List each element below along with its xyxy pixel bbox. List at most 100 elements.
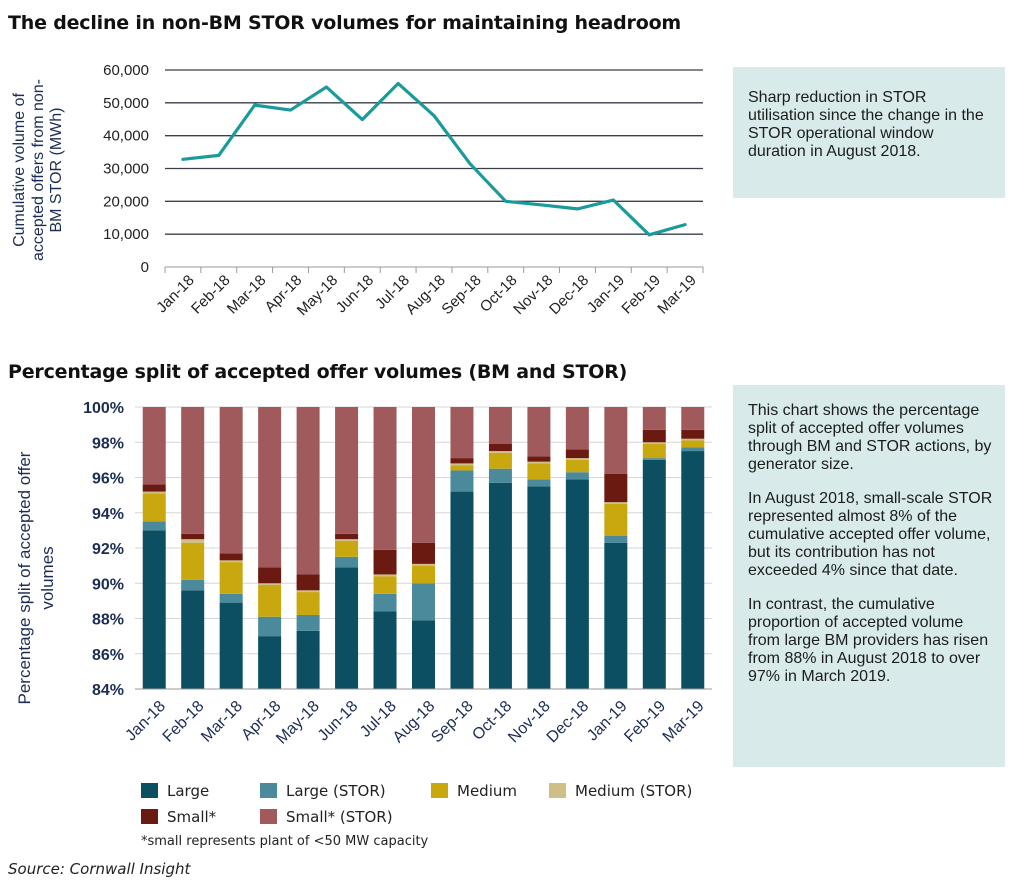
bar-segment (527, 479, 551, 487)
note-paragraph-3: In contrast, the cumulative proportion o… (748, 596, 989, 685)
source-credit: Source: Cornwall Insight (8, 860, 191, 878)
note-paragraph-2: In August 2018, small-scale STOR represe… (748, 490, 993, 579)
y-axis-label: volumes (38, 546, 57, 609)
bar-segment (296, 592, 320, 615)
bar-segment (488, 482, 512, 689)
x-tick-label: Feb-19 (621, 698, 669, 746)
bar-segment (642, 459, 666, 689)
bar-segment (142, 407, 166, 485)
y-tick-label: 30,000 (103, 161, 149, 178)
bar-segment (450, 407, 474, 459)
bar-segment (258, 585, 282, 617)
line-chart: 010,00020,00030,00040,00050,00060,000Jan… (11, 62, 704, 319)
line-chart-title: The decline in non-BM STOR volumes for m… (8, 12, 682, 34)
bar-segment (642, 429, 666, 443)
bar-segment (412, 542, 435, 564)
bar-segment (335, 407, 359, 534)
bar-segment (527, 461, 551, 464)
bar-segment (681, 407, 705, 430)
bar-segment (642, 407, 666, 430)
legend-swatch-medium (431, 783, 448, 798)
x-tick-label: Feb-19 (618, 272, 664, 318)
bar-segment (373, 611, 397, 689)
bar-segment (181, 407, 205, 534)
bar-segment (142, 484, 166, 492)
legend-swatch-large-stor (260, 783, 277, 798)
line-chart-note: Sharp reduction in STOR utilisation sinc… (733, 67, 1005, 198)
legend-item-medium-stor: Medium (STOR) (549, 782, 692, 800)
bar-segment (527, 463, 551, 480)
legend-label-small-stor: Small* (STOR) (286, 808, 393, 826)
footnote: *small represents plant of <50 MW capaci… (141, 834, 429, 849)
bar-segment (681, 438, 705, 441)
x-tick-label: Feb-18 (160, 698, 208, 746)
bar-segment (527, 486, 551, 689)
bar-segment (142, 521, 166, 531)
bar-segment (681, 440, 705, 448)
bar-segment (450, 465, 474, 471)
y-tick-label: 86% (92, 647, 124, 664)
bar-segment (181, 590, 205, 689)
x-tick-label: Feb-18 (188, 272, 234, 318)
y-axis-label: Percentage split of accepted offer (15, 451, 34, 704)
legend-label-medium-stor: Medium (STOR) (575, 782, 693, 800)
bar-segment (335, 556, 359, 568)
x-tick-label: Dec-18 (546, 272, 592, 318)
x-tick-label: Mar-19 (654, 272, 700, 318)
x-tick-label: Jun-18 (315, 698, 362, 745)
bar-segment (181, 542, 205, 580)
x-tick-label: Mar-18 (198, 698, 246, 746)
bar-segment (296, 614, 320, 631)
x-tick-label: Mar-18 (224, 272, 270, 318)
y-tick-label: 96% (92, 471, 124, 488)
y-tick-label: 92% (92, 541, 124, 558)
bar-segment (335, 540, 359, 557)
bar-segment (373, 549, 397, 575)
bar-segment (565, 459, 589, 473)
bar-segment (142, 493, 166, 522)
bar-segment (142, 530, 166, 689)
bar-segment (258, 583, 282, 586)
legend-label-large-stor: Large (STOR) (286, 782, 386, 800)
bar-segment (258, 407, 282, 568)
legend-item-medium: Medium (431, 782, 517, 800)
y-axis-label: BM STOR (MWh) (48, 107, 65, 232)
bar-segment (373, 407, 397, 550)
bar-segment (412, 563, 435, 566)
bar-segment (412, 620, 435, 689)
y-tick-label: 100% (83, 400, 124, 417)
bar-segment (450, 463, 474, 466)
y-tick-label: 20,000 (103, 193, 149, 210)
bar-segment (450, 491, 474, 689)
legend-swatch-large (141, 783, 158, 798)
bar-segment (296, 590, 320, 593)
y-tick-label: 98% (92, 435, 124, 452)
x-tick-label: Mar-19 (660, 698, 708, 746)
x-tick-label: May-18 (273, 698, 323, 748)
series-line (181, 81, 687, 237)
bar-segment (604, 473, 628, 503)
bar-segment (604, 535, 628, 543)
x-tick-label: Sep-18 (428, 698, 477, 747)
legend-item-small: Small* (141, 808, 216, 826)
bar-segment (604, 407, 628, 474)
bar-segment (527, 456, 551, 462)
x-tick-label: Aug-18 (390, 698, 439, 747)
bar-segment (681, 429, 705, 439)
bar-segment (335, 567, 359, 689)
bar-segment (527, 407, 551, 457)
y-tick-label: 84% (92, 682, 124, 699)
bar-segment (335, 539, 359, 541)
legend-item-small-stor: Small* (STOR) (260, 808, 393, 826)
bar-segment (565, 472, 589, 480)
y-axis-label: Cumulative volume of (11, 93, 28, 247)
bar-segment (642, 444, 666, 459)
bar-segment (450, 458, 474, 464)
bar-segment (258, 636, 282, 689)
legend-item-large: Large (141, 782, 209, 800)
bar-segment (296, 630, 320, 689)
y-tick-label: 94% (92, 506, 124, 523)
bar-segment (219, 560, 243, 563)
legend-swatch-medium-stor (549, 783, 566, 798)
